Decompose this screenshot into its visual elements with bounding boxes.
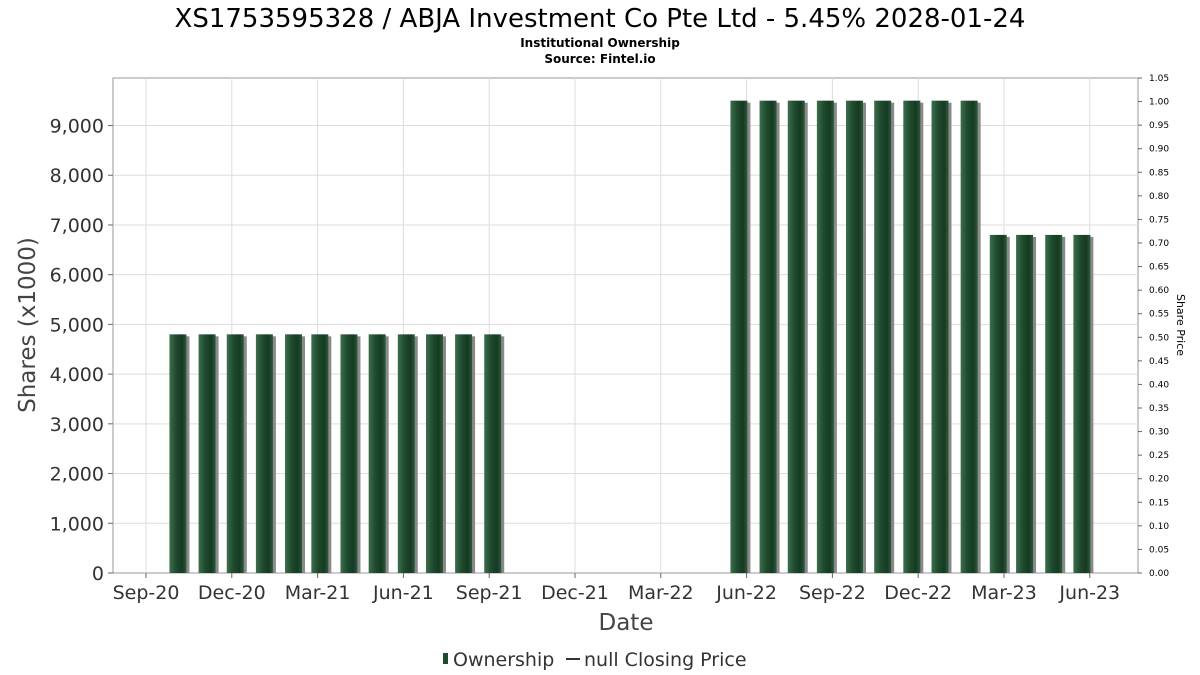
left-tick-label: 4,000 — [50, 364, 104, 386]
legend: Ownership null Closing Price — [443, 649, 747, 671]
ownership-bar — [816, 100, 834, 573]
right-tick-label: 0.95 — [1149, 121, 1169, 131]
ownership-bar — [1045, 234, 1063, 574]
ownership-bar — [960, 100, 978, 573]
right-tick-label: 0.10 — [1149, 522, 1169, 532]
ownership-bar — [931, 100, 949, 573]
legend-ownership-swatch — [443, 653, 448, 664]
right-axis-label: Share Price — [1174, 294, 1187, 356]
ownership-bars — [169, 100, 1094, 574]
ownership-bar — [989, 234, 1007, 574]
ownership-bar — [285, 334, 303, 573]
chart-subtitle-line-2: Source: Fintel.io — [544, 52, 655, 66]
ownership-bar — [903, 100, 921, 573]
x-tick-label: Mar-21 — [285, 582, 351, 604]
right-tick-label: 0.65 — [1149, 263, 1169, 273]
ownership-bar — [425, 334, 443, 573]
ownership-bar — [198, 334, 216, 573]
chart-subtitle-line-1: Institutional Ownership — [520, 36, 680, 50]
legend-ownership-label: Ownership — [453, 649, 554, 671]
ownership-bar — [787, 100, 805, 573]
x-tick-label: Dec-22 — [884, 582, 952, 604]
right-tick-label: 0.55 — [1149, 310, 1169, 320]
x-tick-label: Sep-20 — [113, 582, 180, 604]
chart-title: XS1753595328 / ABJA Investment Co Pte Lt… — [175, 4, 1026, 34]
x-tick-label: Dec-20 — [198, 582, 266, 604]
right-tick-label: 1.00 — [1149, 98, 1169, 108]
ownership-bar — [759, 100, 777, 573]
right-tick-label: 0.80 — [1149, 192, 1169, 202]
x-tick-label: Mar-22 — [628, 582, 694, 604]
legend-price-label: null Closing Price — [584, 649, 747, 671]
ownership-bar — [874, 100, 892, 573]
right-tick-label: 0.90 — [1149, 145, 1169, 155]
right-axis-ticks: 0.00 0.05 0.10 0.15 0.20 0.25 0.30 0.35 0.40 0.45… — [1138, 74, 1169, 579]
y-axis-label: Shares (x1000) — [15, 237, 41, 413]
left-tick-label: 3,000 — [50, 414, 104, 436]
left-tick-label: 1,000 — [50, 513, 104, 535]
right-tick-label: 0.45 — [1149, 357, 1169, 367]
x-axis-ticks: Sep-20 Dec-20 Mar-21 Jun-21 Sep-21 Dec-21 Mar-… — [113, 582, 1121, 604]
x-axis-label: Date — [599, 610, 654, 636]
left-tick-label: 6,000 — [50, 265, 104, 287]
left-axis-ticks: 0 1,000 2,000 3,000 4,000 5,000 6,000 7,000 8,00… — [50, 116, 104, 585]
right-tick-label: 0.40 — [1149, 380, 1169, 390]
right-tick-label: 0.85 — [1149, 168, 1169, 178]
x-tick-label: Sep-21 — [456, 582, 523, 604]
x-tick-label: Dec-21 — [541, 582, 609, 604]
ownership-bar — [169, 334, 187, 573]
ownership-bar — [255, 334, 273, 573]
right-tick-label: 0.25 — [1149, 451, 1169, 461]
right-tick-label: 0.50 — [1149, 333, 1169, 343]
x-tick-label: Jun-21 — [372, 582, 434, 604]
ownership-bar — [455, 334, 473, 573]
left-tick-label: 5,000 — [50, 314, 104, 336]
ownership-bar — [397, 334, 415, 573]
right-tick-label: 0.15 — [1149, 498, 1169, 508]
left-tick-label: 0 — [92, 563, 104, 585]
x-tick-label: Jun-22 — [715, 582, 777, 604]
right-tick-label: 0.75 — [1149, 215, 1169, 225]
right-tick-label: 0.20 — [1149, 475, 1169, 485]
ownership-bar — [1073, 234, 1091, 574]
left-tick-label: 8,000 — [50, 165, 104, 187]
right-tick-label: 0.05 — [1149, 545, 1169, 555]
left-tick-label: 9,000 — [50, 116, 104, 138]
left-tick-label: 2,000 — [50, 464, 104, 486]
ownership-bar — [1016, 234, 1034, 574]
right-tick-label: 0.00 — [1149, 569, 1169, 579]
ownership-bar — [846, 100, 864, 573]
right-tick-label: 0.30 — [1149, 428, 1169, 438]
left-tick-label: 7,000 — [50, 215, 104, 237]
ownership-bar — [730, 100, 748, 573]
ownership-bar — [368, 334, 386, 573]
right-tick-label: 0.60 — [1149, 286, 1169, 296]
x-tick-label: Mar-23 — [971, 582, 1037, 604]
right-tick-label: 0.35 — [1149, 404, 1169, 414]
ownership-bar — [311, 334, 329, 573]
ownership-bar — [484, 334, 502, 573]
ownership-bar — [226, 334, 244, 573]
right-tick-label: 1.05 — [1149, 74, 1169, 84]
x-tick-label: Sep-22 — [799, 582, 866, 604]
right-tick-label: 0.70 — [1149, 239, 1169, 249]
ownership-bar — [340, 334, 358, 573]
x-tick-label: Jun-23 — [1058, 582, 1120, 604]
